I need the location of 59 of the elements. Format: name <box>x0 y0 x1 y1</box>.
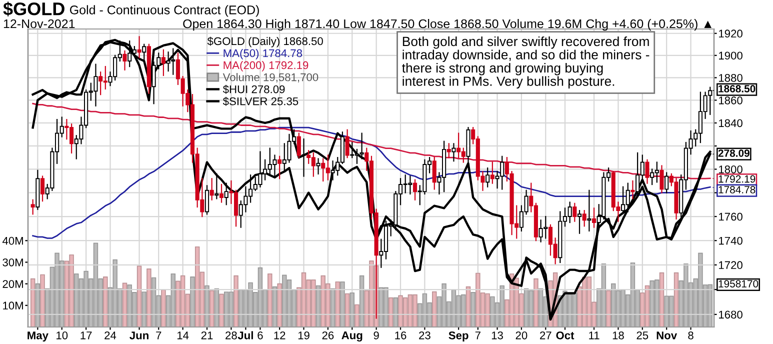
x-tick-label: 25 <box>636 331 648 340</box>
x-tick-label: 21 <box>201 331 213 340</box>
legend-label: $SILVER 25.35 <box>222 96 298 106</box>
data-label: 1792.19 <box>718 175 756 183</box>
x-tick-label: 24 <box>104 331 116 340</box>
text: 12-Nov-2021 <box>4 19 75 28</box>
x-tick-label: 14 <box>177 332 189 340</box>
legend-label: MA(50) 1784.78 <box>224 48 302 60</box>
y-tick-label: 1680 <box>719 310 742 319</box>
x-tick-label: 7 <box>156 332 162 340</box>
x-tick-label: 9 <box>374 331 379 340</box>
y-tick-label: 1860 <box>719 96 742 104</box>
y-tick-label: 1900 <box>719 52 742 60</box>
x-tick-label: 28 <box>226 331 237 340</box>
x-tick-label: 27 <box>540 331 552 340</box>
x-tick-label: Nov <box>656 332 678 340</box>
legend-label: $HUI 278.09 <box>222 84 285 94</box>
x-tick-label: 10 <box>56 331 68 340</box>
chart-title: $GOLD <box>3 2 64 16</box>
text: 278.09 <box>718 149 750 157</box>
x-tick-label: 20 <box>516 331 528 340</box>
text: 1868.50 <box>718 85 756 92</box>
x-tick-label: 8 <box>688 331 694 340</box>
x-tick-label: 11 <box>589 332 600 340</box>
x-tick-label: 23 <box>419 331 430 340</box>
data-label: 1784.78 <box>718 186 756 194</box>
text: 1958170 <box>718 280 758 288</box>
y2-tick-label: 30M <box>2 258 23 266</box>
x-tick-label: Aug <box>342 332 362 342</box>
x-tick-label: Sep <box>448 331 468 342</box>
y-tick-label: 1800 <box>719 165 742 174</box>
x-tick-label: May <box>28 332 48 342</box>
y2-tick-label: 20M <box>2 280 23 288</box>
y-tick-label: 1760 <box>719 212 742 221</box>
legend-label: MA(200) 1792.19 <box>224 61 308 72</box>
chart-subtitle: Gold - Continuous Contract (EOD) <box>70 5 259 17</box>
x-tick-label: 16 <box>395 331 406 340</box>
x-tick-label: Oct <box>556 331 574 340</box>
x-tick-label: 6 <box>258 331 263 340</box>
x-tick-label: 12 <box>274 331 286 340</box>
y-tick-label: 1840 <box>719 119 742 128</box>
y2-tick-label: 40M <box>2 236 23 245</box>
y-tick-label: 1740 <box>719 236 742 245</box>
x-tick-label: 19 <box>298 331 310 340</box>
annotation: Both gold and silver swiftly recovered from intraday downside, and so did the miners - there is strong and growing buying interest in PMs. Very bullish posture. <box>402 36 650 89</box>
y-tick-label: 1920 <box>719 30 742 38</box>
x-tick-label: Jun <box>130 332 148 340</box>
y-tick-label: 1880 <box>719 74 742 82</box>
y-tick-label: 1720 <box>719 261 742 270</box>
x-tick-label: 18 <box>612 331 624 340</box>
annotation: Open 1864.30 High 1871.40 Low 1847.50 Close 1868.50 Volume 19.6M Chg +4.60 (+0.25%) ▲ <box>183 19 712 31</box>
legend-label: Volume 19,581,700 <box>222 73 318 82</box>
y2-tick-label: 10M <box>3 302 23 310</box>
x-tick-label: Jul <box>238 331 253 340</box>
x-tick-label: 17 <box>80 332 92 340</box>
x-tick-label: 7 <box>475 332 480 340</box>
legend-title: $GOLD (Daily) 1868.50 <box>207 36 323 48</box>
x-tick-label: 13 <box>492 331 503 340</box>
x-tick-label: 26 <box>322 331 334 340</box>
